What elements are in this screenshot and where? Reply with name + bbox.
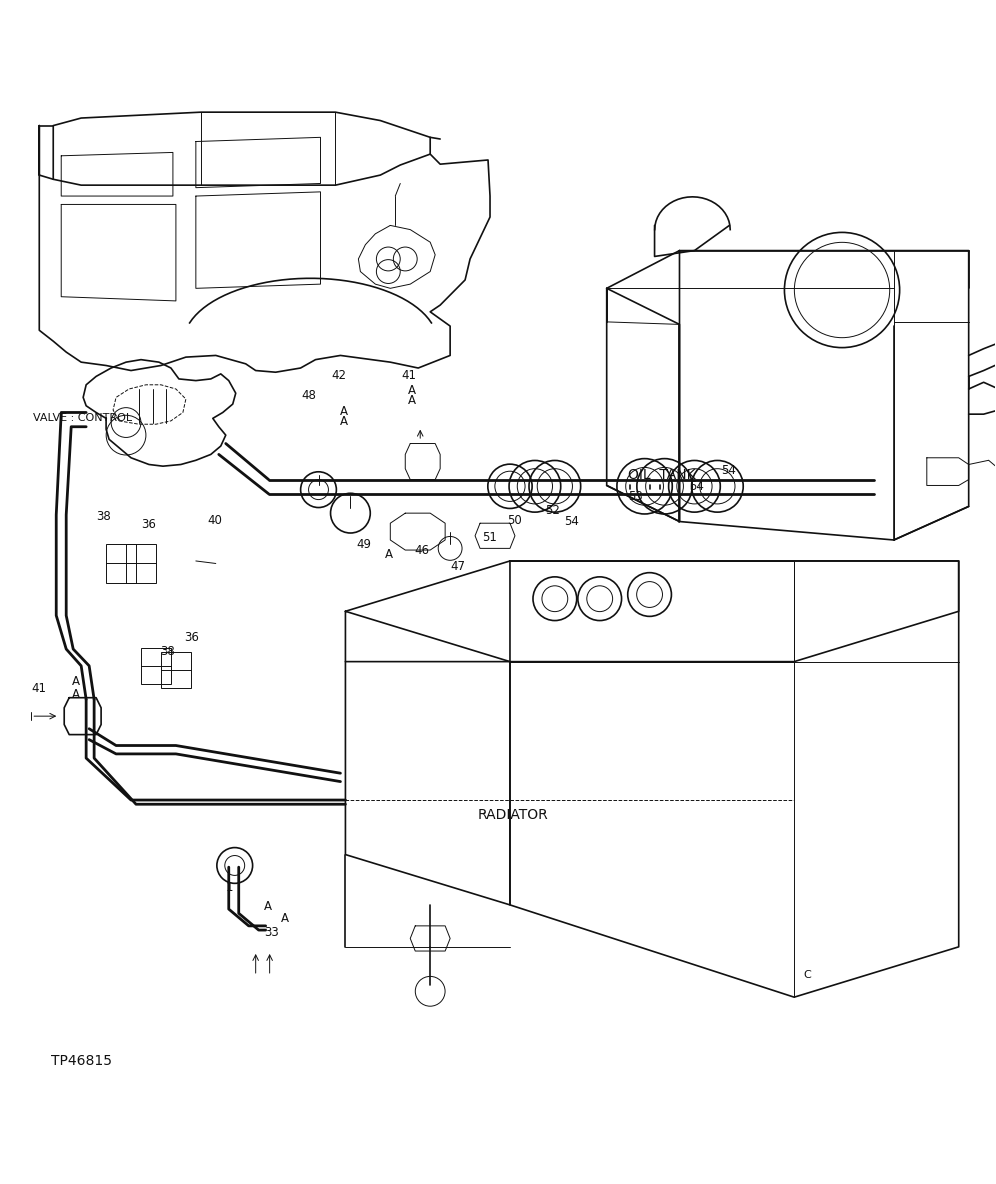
Text: 47: 47 bbox=[451, 560, 466, 573]
Text: 54: 54 bbox=[721, 464, 736, 477]
Bar bbox=[107, 543, 135, 584]
Text: OIL  TANK: OIL TANK bbox=[628, 468, 695, 482]
Bar bbox=[126, 543, 156, 584]
Text: 54: 54 bbox=[564, 515, 579, 528]
Bar bbox=[161, 652, 191, 688]
Text: A: A bbox=[384, 548, 392, 561]
Text: 53: 53 bbox=[627, 490, 642, 503]
Text: 36: 36 bbox=[184, 631, 199, 644]
Text: 52: 52 bbox=[545, 504, 560, 517]
Text: 50: 50 bbox=[508, 514, 522, 527]
Text: TP46815: TP46815 bbox=[51, 1054, 112, 1068]
Text: 49: 49 bbox=[357, 538, 372, 551]
Text: 42: 42 bbox=[332, 369, 347, 382]
Text: A: A bbox=[407, 384, 415, 397]
Text: 33: 33 bbox=[264, 926, 279, 939]
Text: A: A bbox=[264, 900, 272, 913]
Text: 51: 51 bbox=[483, 530, 497, 543]
Bar bbox=[141, 648, 171, 683]
Text: 48: 48 bbox=[302, 388, 317, 401]
Text: A: A bbox=[281, 912, 289, 925]
Text: VALVE : CONTROL: VALVE : CONTROL bbox=[33, 413, 132, 423]
Text: 38: 38 bbox=[97, 510, 112, 523]
Text: 41: 41 bbox=[401, 369, 416, 382]
Text: 41: 41 bbox=[32, 682, 47, 695]
Text: A: A bbox=[407, 394, 415, 407]
Text: 1: 1 bbox=[226, 881, 234, 894]
Text: A: A bbox=[72, 675, 80, 688]
Text: C: C bbox=[803, 970, 811, 979]
Text: 40: 40 bbox=[207, 514, 222, 527]
Text: 46: 46 bbox=[414, 543, 429, 556]
Text: A: A bbox=[340, 414, 348, 427]
Text: A: A bbox=[340, 405, 348, 418]
Text: 54: 54 bbox=[689, 481, 704, 494]
Text: 38: 38 bbox=[160, 645, 174, 658]
Text: A: A bbox=[72, 688, 80, 701]
Text: 36: 36 bbox=[141, 517, 155, 530]
Text: RADIATOR: RADIATOR bbox=[477, 809, 548, 823]
